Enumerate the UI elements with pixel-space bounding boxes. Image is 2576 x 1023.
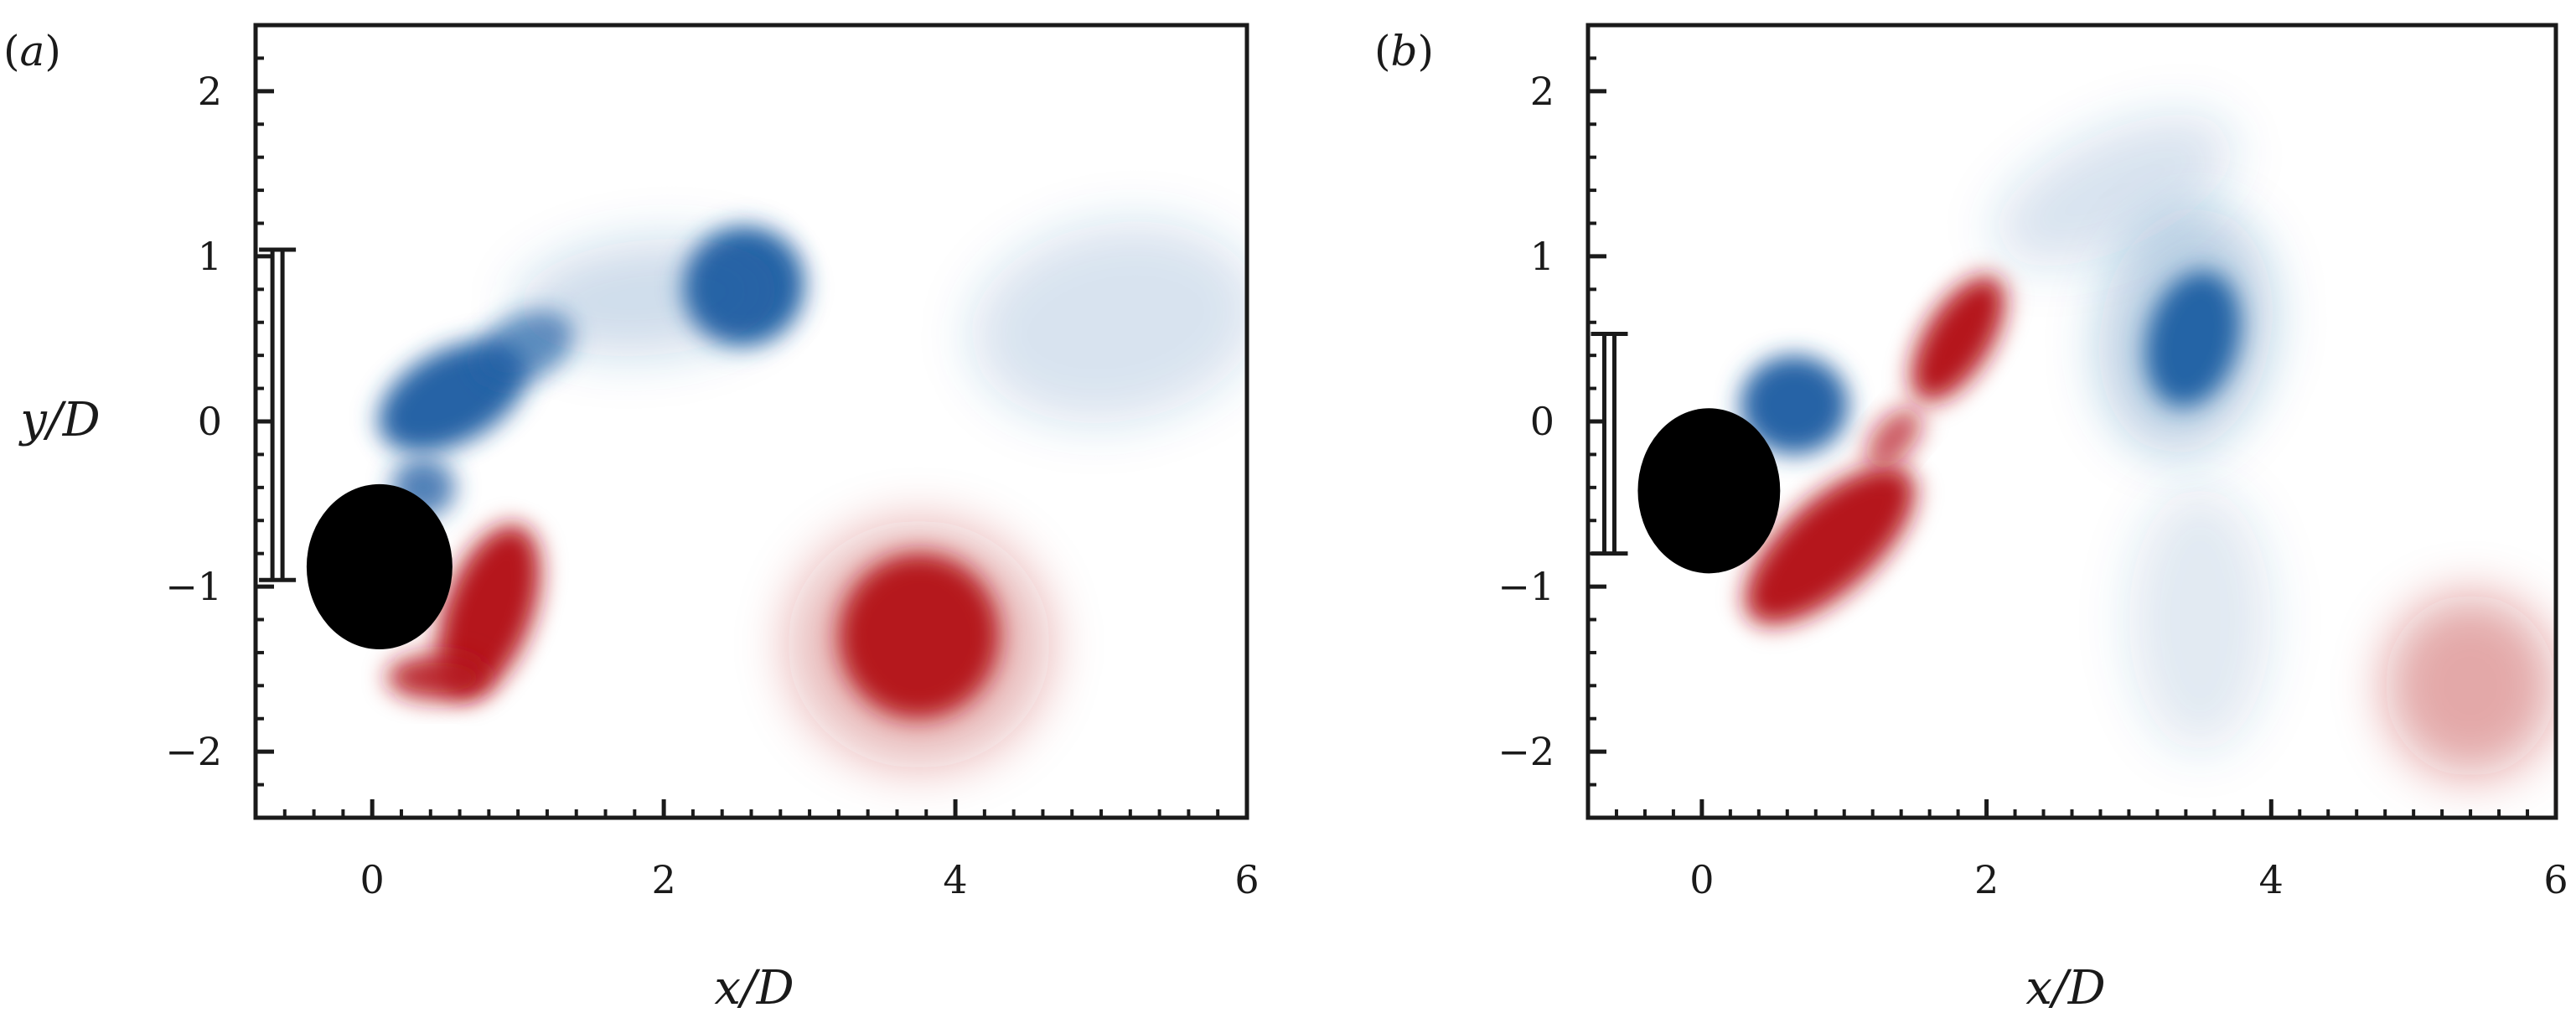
x-axis-label-a: x/D <box>714 961 794 1015</box>
y-tick-label: 0 <box>1530 399 1554 444</box>
negative-vortex-b-2 <box>2098 207 2273 454</box>
cylinder-b <box>1637 408 1781 574</box>
axes-a: 2 1 0 −1 −2 0 2 4 6 <box>165 23 1260 902</box>
vorticity-field-a <box>378 221 1247 768</box>
y-tick-label: 2 <box>198 69 222 114</box>
y-tick-label: −2 <box>165 729 222 774</box>
x-tick-label: 4 <box>2259 857 2284 902</box>
x-tick-label: 6 <box>1234 857 1259 902</box>
axes-b: 2 1 0 −1 −2 0 2 4 6 <box>1497 23 2568 902</box>
x-tick-label: 2 <box>1974 857 1999 902</box>
positive-vortex-a-9 <box>787 520 1051 768</box>
x-tick-label: 6 <box>2543 857 2568 902</box>
positive-vortex-b-8 <box>2385 594 2556 777</box>
negative-vortex-a-3 <box>518 239 780 357</box>
positive-vortex-a-6 <box>437 524 541 699</box>
positive-vortex-b-7 <box>1866 407 1922 468</box>
x-axis-label-b: x/D <box>2025 961 2105 1015</box>
negative-vortex-a-4 <box>970 221 1247 424</box>
x-tick-label: 2 <box>651 857 675 902</box>
panel-label-a: (a) <box>3 27 61 75</box>
y-tick-label: −2 <box>1497 729 1554 774</box>
y-tick-label: 2 <box>1530 69 1554 114</box>
amplitude-bracket-b <box>1591 332 1628 556</box>
cylinder-and-bracket-b <box>1591 332 1781 574</box>
y-tick-label: 1 <box>1530 234 1554 279</box>
panel-b: 2 1 0 −1 −2 0 2 4 6 (b) x/D <box>1374 23 2568 1015</box>
negative-vortex-b-0 <box>1740 355 1849 455</box>
amplitude-bracket-a <box>259 247 297 582</box>
x-tick-label: 0 <box>360 857 385 902</box>
cylinder-and-bracket-a <box>259 247 453 649</box>
positive-vortex-b-5 <box>1745 466 1916 625</box>
y-tick-label: 0 <box>198 399 222 444</box>
panel-label-b: (b) <box>1374 27 1434 75</box>
positive-vortex-a-7 <box>386 654 489 701</box>
negative-vortex-b-4 <box>2129 487 2272 752</box>
positive-vortex-b-6 <box>1911 276 2005 402</box>
cylinder-a <box>306 483 453 649</box>
y-tick-label: 1 <box>198 234 222 279</box>
y-tick-label: −1 <box>1497 564 1554 609</box>
y-axis-label-a: y/D <box>18 393 100 447</box>
vorticity-field-b <box>1740 115 2556 777</box>
panel-a: 2 1 0 −1 −2 0 2 4 6 (a) x/D y/D <box>3 23 1260 1015</box>
x-tick-label: 4 <box>943 857 967 902</box>
y-tick-label: −1 <box>165 564 222 609</box>
negative-vortex-b-3 <box>1995 115 2234 266</box>
x-tick-label: 0 <box>1689 857 1714 902</box>
